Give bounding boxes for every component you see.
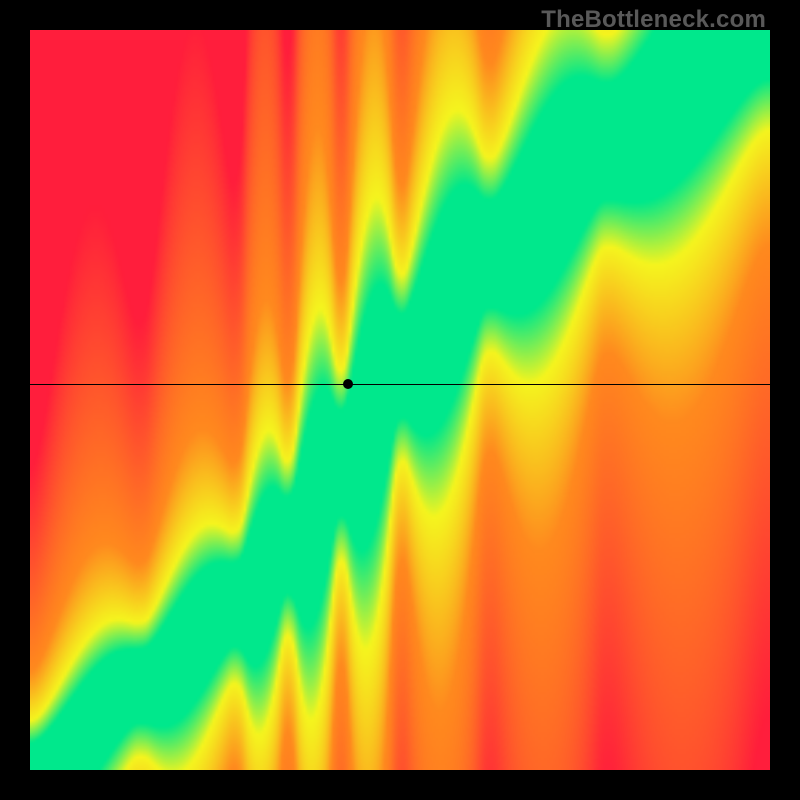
heatmap-canvas: [30, 30, 770, 770]
watermark-text: TheBottleneck.com: [541, 6, 766, 34]
bottleneck-heatmap: [30, 30, 770, 770]
crosshair-horizontal: [30, 384, 770, 385]
crosshair-marker: [343, 379, 353, 389]
